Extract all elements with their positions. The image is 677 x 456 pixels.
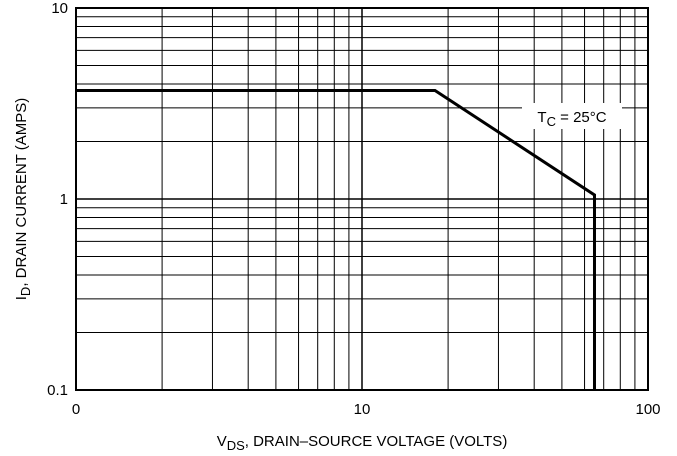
grid <box>75 7 649 391</box>
annotation-part: = 25°C <box>556 109 607 126</box>
y-tick-label: 10 <box>51 0 68 17</box>
x-tick-label: 10 <box>354 401 371 418</box>
x-axis-label: VDS, DRAIN–SOURCE VOLTAGE (VOLTS) <box>217 433 508 453</box>
annotation-bg <box>522 103 622 129</box>
x-tick-label: 100 <box>635 401 660 418</box>
y-label-sub: D <box>18 287 33 296</box>
annotation: TC = 25°C <box>537 109 606 129</box>
x-label-sub: DS <box>227 438 245 453</box>
y-tick-label: 0.1 <box>47 382 68 399</box>
y-label-part: , DRAIN CURRENT (AMPS) <box>13 98 30 287</box>
x-tick-label: 0 <box>72 401 80 418</box>
series-line <box>76 88 596 390</box>
annotation-sub: C <box>547 114 556 129</box>
series <box>76 88 596 390</box>
y-label-part: I <box>13 296 30 300</box>
y-tick-label: 1 <box>60 191 68 208</box>
x-label-part: V <box>217 433 227 450</box>
x-label-part: , DRAIN–SOURCE VOLTAGE (VOLTS) <box>245 433 508 450</box>
plot-frame <box>75 7 649 391</box>
annotation-part: T <box>537 109 546 126</box>
y-axis-label: ID, DRAIN CURRENT (AMPS) <box>13 98 33 300</box>
